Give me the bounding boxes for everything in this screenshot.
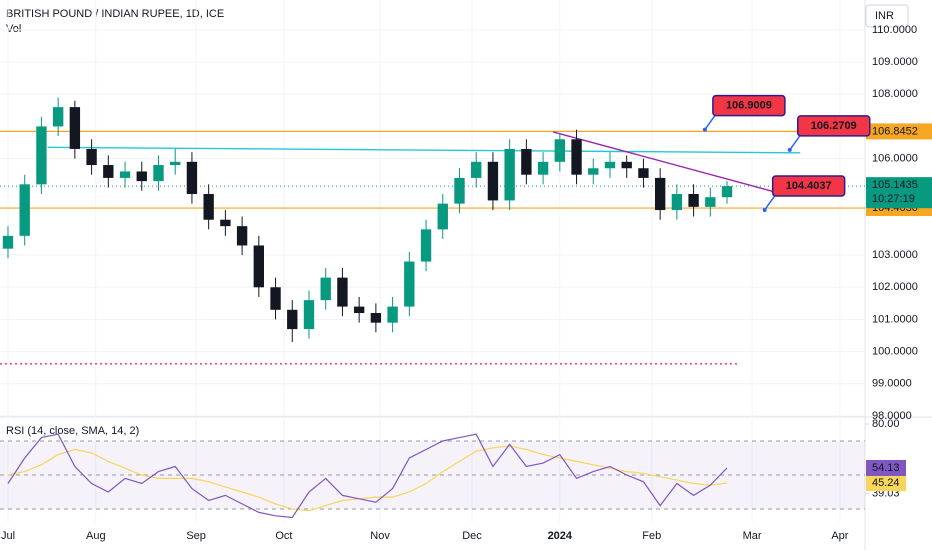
y-tick-label: 80.00 <box>872 418 900 430</box>
candle-body <box>504 148 515 201</box>
y-tick-label: 110.0000 <box>872 24 917 36</box>
x-tick-label: Oct <box>275 530 292 542</box>
candle-body <box>721 186 733 198</box>
level-label-box <box>866 123 932 140</box>
candle-body <box>119 171 131 178</box>
symbol-title: BRITISH POUND / INDIAN RUPEE, 1D, ICE <box>6 8 224 20</box>
y-tick-label: 103.0000 <box>872 249 918 261</box>
candle-body <box>571 139 582 175</box>
y-tick-label: 99.0000 <box>872 378 912 390</box>
candle-body <box>671 193 683 211</box>
candle-body <box>253 245 265 288</box>
callout-anchor <box>702 127 707 132</box>
x-tick-label: Sep <box>186 530 206 542</box>
candle-body <box>320 277 331 301</box>
candle-body <box>621 161 632 169</box>
candle-body <box>236 226 248 246</box>
candle-body <box>420 229 432 262</box>
callout-pointer <box>764 195 776 211</box>
candle-body <box>69 107 81 149</box>
drawn-line <box>47 146 801 154</box>
candle-body <box>370 313 382 323</box>
candle-body <box>136 171 147 182</box>
candle-body <box>52 107 64 127</box>
candle-body <box>2 235 14 249</box>
currency: INR <box>875 10 894 22</box>
callout-box <box>712 94 786 117</box>
x-tick-label: Jul <box>1 530 15 542</box>
rsi-value-label: 45.24 <box>872 477 900 489</box>
candle-body <box>487 161 499 201</box>
candle-body <box>471 161 482 178</box>
candle-body <box>638 168 649 178</box>
candle-body <box>604 161 616 169</box>
candle-body <box>404 261 415 307</box>
x-tick-label: Mar <box>743 530 762 542</box>
y-tick-label: 101.0000 <box>872 313 918 325</box>
x-tick-label: Dec <box>462 530 482 542</box>
volume-label: Vol <box>6 23 21 35</box>
callout-box <box>796 115 871 137</box>
callout-anchor <box>787 147 792 152</box>
candle-body <box>220 219 231 227</box>
rsi-value-label: 54.13 <box>872 462 900 474</box>
candle-body <box>454 177 465 204</box>
candle-body <box>554 139 566 162</box>
candle-body <box>287 309 298 330</box>
x-tick-label: Feb <box>642 530 661 542</box>
drawn-line <box>552 131 776 193</box>
x-tick-label: Nov <box>370 530 390 542</box>
candle-body <box>103 165 114 178</box>
rsi-line <box>7 433 728 519</box>
candle-body <box>705 197 716 207</box>
y-tick-label: 108.0000 <box>872 88 918 100</box>
candle-body <box>86 148 97 166</box>
level-label: 106.8452 <box>872 125 918 137</box>
last-price-box <box>866 177 932 209</box>
last-price-label: 105.1435 <box>872 179 918 191</box>
callout-pointer <box>789 135 801 151</box>
candle-body <box>588 168 599 175</box>
currency-button[interactable] <box>865 4 909 28</box>
x-tick-label: Aug <box>86 530 106 542</box>
rsi-value-box <box>866 459 906 476</box>
candle-body <box>303 300 315 330</box>
candle-body <box>270 287 281 310</box>
candle-body <box>521 148 532 175</box>
candle-body <box>337 277 348 307</box>
rsi-value-box <box>866 475 906 492</box>
candle-body <box>170 161 181 166</box>
y-tick-label: 102.0000 <box>872 281 918 293</box>
x-tick-label: 2024 <box>548 530 573 542</box>
candle-body <box>437 203 448 230</box>
candle-body <box>186 161 198 194</box>
callout-label: 104.4037 <box>786 180 832 192</box>
candle-body <box>19 184 30 236</box>
y-tick-label: 109.0000 <box>872 56 918 68</box>
candle-body <box>36 126 47 185</box>
callout-box <box>771 175 846 197</box>
candle-body <box>353 306 365 314</box>
candle-body <box>387 306 398 323</box>
countdown-label: 10:27:19 <box>872 193 915 205</box>
indicator-title: RSI (14, close, SMA, 14, 2) <box>6 425 139 437</box>
candle-body <box>688 193 699 207</box>
y-tick-label: 98.0000 <box>872 410 912 422</box>
y-tick-label: 106.0000 <box>872 153 918 165</box>
candle-body <box>537 161 549 175</box>
candle-body <box>153 165 164 182</box>
callout-anchor <box>762 207 767 212</box>
callout-label: 106.9009 <box>726 100 772 112</box>
callout-label: 106.2709 <box>811 120 857 132</box>
x-tick-label: Apr <box>831 530 848 542</box>
callout-pointer <box>704 115 716 131</box>
candle-body <box>654 177 666 211</box>
candle-body <box>203 193 214 220</box>
y-tick-label: 100.0000 <box>872 346 918 358</box>
